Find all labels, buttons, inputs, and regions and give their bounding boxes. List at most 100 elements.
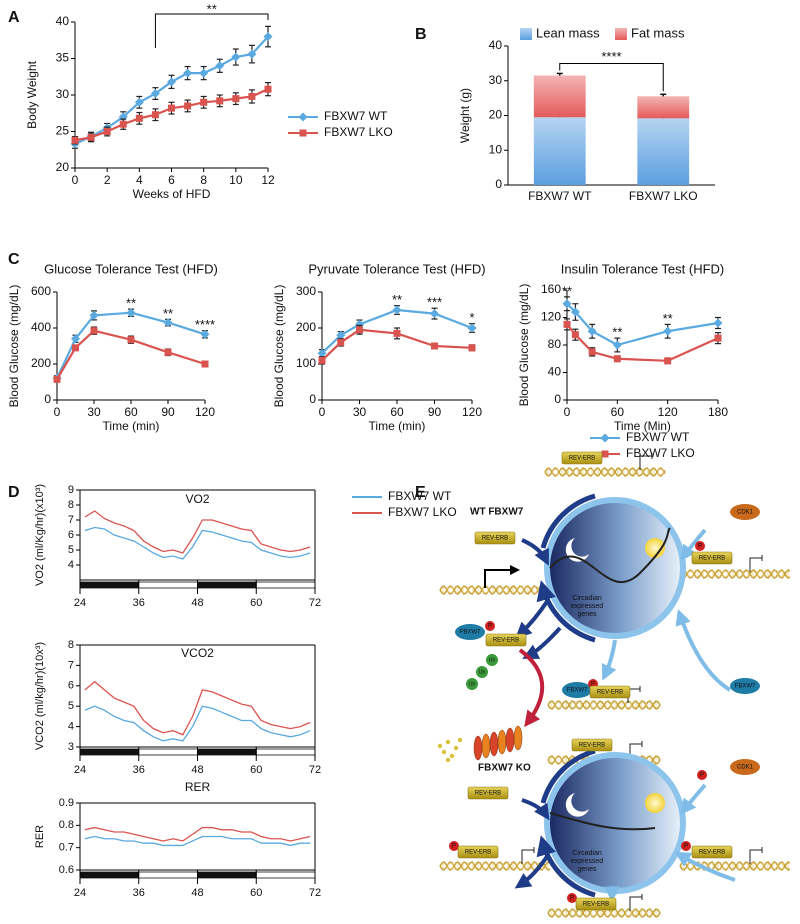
marker	[468, 344, 476, 352]
section-title: FBXW7 KO	[478, 763, 531, 774]
chart-title: VO2	[185, 492, 209, 506]
y-axis-label: VO2 (ml/Kg/hr)(x10³)	[34, 484, 46, 586]
ubiquitin	[486, 654, 498, 666]
x-tick-label: 72	[309, 764, 321, 776]
pathway-arrow	[515, 598, 550, 639]
light-dark-bar	[197, 581, 257, 589]
y-tick-label: 160	[541, 282, 561, 296]
y-tick-label: 120	[541, 310, 561, 324]
x-tick-label: 60	[124, 405, 138, 419]
marker	[264, 85, 272, 93]
pathway-arrow	[675, 608, 732, 692]
x-axis-label: Time (min)	[103, 419, 160, 433]
promoter-arrow	[521, 847, 535, 864]
dna-strand	[679, 569, 791, 579]
dna	[544, 467, 666, 477]
x-tick-label: 24	[74, 887, 86, 899]
marker	[571, 331, 579, 339]
x-tick-label: 180	[708, 405, 728, 419]
x-tick-label: 0	[54, 405, 61, 419]
x-tick-label: 36	[133, 887, 145, 899]
marker	[248, 92, 256, 100]
marker	[317, 348, 327, 358]
marker	[263, 32, 273, 42]
protein-label: REV-ERB	[475, 791, 501, 797]
y-tick-label: 100	[296, 356, 316, 370]
marker	[337, 338, 345, 346]
legend-shade	[520, 28, 532, 40]
protein-label: REV-ERB	[579, 743, 605, 749]
pathway-arrow	[601, 639, 617, 681]
legend-label: Fat mass	[631, 25, 685, 40]
protein-label: FBXW7	[735, 684, 756, 690]
x-tick-label: 120	[658, 405, 678, 419]
marker	[663, 326, 673, 336]
peptide	[445, 739, 451, 745]
bar-shade	[533, 75, 586, 118]
y-tick-label: 6	[68, 529, 74, 541]
significance-bracket	[559, 62, 664, 92]
marker	[164, 348, 172, 356]
light-dark-bar	[255, 748, 316, 756]
series-line	[84, 835, 311, 847]
proteasome-ring	[497, 729, 507, 755]
x-axis-label: Time (min)	[369, 419, 426, 433]
x-tick-label: 2	[104, 173, 111, 187]
pathway-arrow	[522, 626, 562, 659]
ubiquitin-label: Ub	[469, 681, 476, 687]
y-tick-label: 20	[489, 108, 503, 122]
marker	[167, 77, 176, 87]
chart-title: Insulin Tolerance Test (HFD)	[561, 261, 725, 276]
x-tick-label: 48	[191, 887, 203, 899]
phospho	[567, 893, 577, 903]
marker	[664, 357, 672, 365]
y-tick-label: 0	[554, 392, 561, 406]
dna-strand	[439, 861, 551, 871]
dna-strand	[547, 908, 661, 918]
dna-strand	[439, 861, 551, 871]
phospho-label: P	[488, 624, 492, 630]
proteasome-ring	[473, 735, 483, 761]
x-tick-label: 6	[168, 173, 175, 187]
y-tick-label: 40	[548, 365, 562, 379]
moon	[565, 793, 589, 817]
dna-strand	[679, 861, 791, 871]
y-tick-label: 200	[296, 320, 316, 334]
legend-label: FBXW7 WT	[324, 109, 388, 123]
legend-label: FBXW7 LKO	[388, 505, 457, 519]
marker	[562, 299, 572, 309]
proteasome-ring	[513, 725, 523, 751]
ubiquitin	[466, 678, 478, 690]
dna-strand	[439, 585, 551, 595]
peptide	[437, 743, 443, 749]
clock-arc	[540, 748, 596, 804]
significance-bracket	[154, 13, 269, 48]
x-tick-label: 24	[74, 764, 86, 776]
ubiquitin-label: Ub	[479, 669, 486, 675]
x-tick-label: 48	[191, 597, 203, 609]
protein-box	[474, 531, 516, 545]
y-tick-label: 5	[68, 544, 74, 556]
bar-shade	[637, 96, 690, 119]
marker	[601, 450, 609, 458]
dna-strand	[544, 467, 666, 477]
marker	[299, 129, 307, 137]
protein-box	[691, 845, 733, 859]
clock-arc	[536, 580, 596, 643]
y-tick-label: 7	[68, 514, 74, 526]
x-tick-label: FBXW7 LKO	[629, 189, 698, 203]
y-axis-label: Blood Glucose (mg/dL)	[7, 285, 21, 408]
marker	[168, 104, 175, 112]
marker	[600, 433, 610, 443]
significance-label: **	[207, 1, 217, 16]
panel-label: D	[8, 484, 20, 501]
y-tick-label: 400	[31, 320, 51, 334]
marker	[163, 318, 173, 328]
dna	[547, 908, 661, 918]
marker	[200, 98, 208, 106]
significance-label: **	[663, 311, 673, 326]
phospho-label: P	[452, 844, 456, 850]
marker	[713, 318, 723, 328]
protein-box	[589, 685, 631, 699]
legend-shade	[615, 28, 627, 40]
